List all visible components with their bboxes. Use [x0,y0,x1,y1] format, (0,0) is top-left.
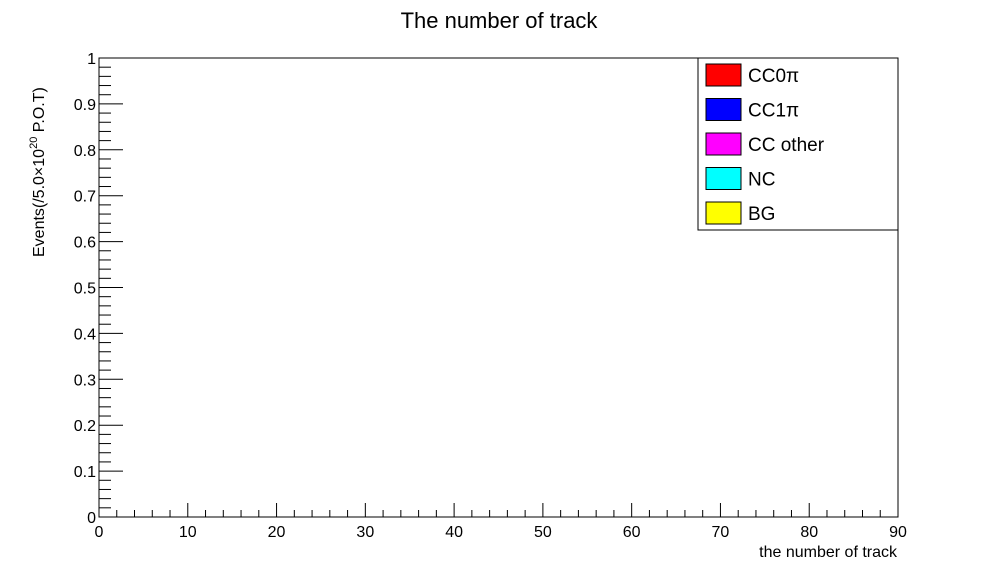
y-axis-label-exponent: 20 [28,137,40,149]
y-axis-label-suffix: P.O.T) [31,87,48,137]
x-tick-label: 80 [800,524,818,541]
legend-label: CC1π [748,101,799,122]
y-tick-label: 0.1 [74,464,96,481]
y-tick-label: 0.4 [74,326,96,343]
y-tick-label: 0.5 [74,281,96,298]
y-tick-label: 1 [87,51,96,68]
x-tick-label: 20 [268,524,286,541]
x-tick-label: 30 [356,524,374,541]
x-tick-label: 90 [889,524,907,541]
legend-swatch [705,98,742,121]
legend-label: NC [748,170,775,191]
legend-swatch [705,132,742,156]
legend-label: CC0π [748,66,799,87]
y-axis: 0 0.1 0.2 0.3 0.4 0.5 0.6 0.7 0.8 0.9 1 [74,51,123,527]
legend-label: CC other [748,135,825,156]
legend-swatch [705,201,742,225]
x-tick-label: 0 [95,524,104,541]
y-tick-label: 0.9 [74,97,96,114]
legend: CC0π CC1π CC other NC BG [697,57,899,231]
legend-swatch [705,167,742,190]
x-tick-label: 50 [534,524,552,541]
y-axis-label: Events(/5.0×1020 P.O.T) [28,87,48,257]
legend-swatch [705,63,742,87]
legend-label: BG [748,204,775,225]
x-tick-label: 60 [623,524,641,541]
x-axis: 0 10 20 30 40 50 60 70 80 90 [95,503,907,541]
y-axis-label-prefix: Events(/5.0×10 [31,149,48,257]
y-tick-label: 0.3 [74,372,96,389]
y-tick-label: 0 [87,510,96,527]
x-axis-label: the number of track [759,544,898,561]
y-tick-label: 0.6 [74,235,96,252]
chart-title: The number of track [401,8,599,33]
x-tick-label: 10 [179,524,197,541]
x-tick-label: 70 [712,524,730,541]
y-tick-label: 0.2 [74,418,96,435]
x-tick-label: 40 [445,524,463,541]
y-tick-label: 0.7 [74,189,96,206]
y-tick-label: 0.8 [74,143,96,160]
